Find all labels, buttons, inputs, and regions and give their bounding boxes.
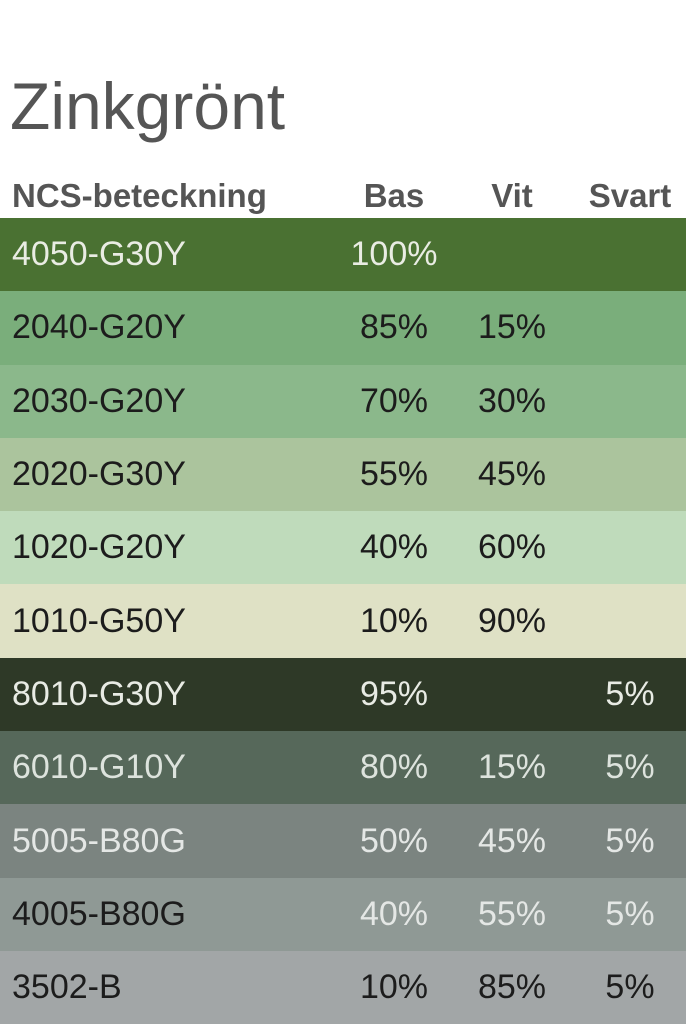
table-row: 4005-B80G 40% 55% 5% [0,877,686,951]
page-title: Zinkgrönt [10,69,286,143]
svart-value: 5% [605,821,655,860]
vit-value: 45% [477,455,547,494]
ncs-code: 1010-G50Y [12,601,186,640]
bas-value: 10% [359,601,429,640]
svart-value [566,218,686,291]
table-header: NCS-beteckning Bas Vit Svart [0,174,686,218]
ncs-code: 4005-B80G [12,894,186,933]
bas-value: 100% [350,235,438,274]
svart-value: 5% [605,968,655,1007]
vit-value [448,658,576,731]
bas-value: 85% [359,308,429,347]
bas-value: 40% [359,528,429,567]
svart-value [566,511,686,584]
svart-value [566,584,686,657]
ncs-code: 2040-G20Y [12,308,186,347]
table-row: 2030-G20Y 70% 30% [0,364,686,438]
vit-value: 60% [477,528,547,567]
header-bas: Bas [363,177,425,214]
bas-value: 50% [359,821,429,860]
vit-value: 15% [477,308,547,347]
table-row: 8010-G30Y 95% 5% [0,657,686,732]
table-row: 2040-G20Y 85% 15% [0,291,686,365]
vit-value: 15% [477,748,547,787]
table-row: 3502-B 10% 85% 5% [0,950,686,1024]
svart-value: 5% [605,748,655,787]
vit-value [448,218,576,291]
table-row: 2020-G30Y 55% 45% [0,437,686,512]
table-row: 6010-G10Y 80% 15% 5% [0,731,686,805]
color-table: 4050-G30Y 100% 2040-G20Y 85% 15% 2030-G20Y 70%… [0,218,686,1024]
bas-value: 95% [359,674,429,713]
svart-value [566,438,686,511]
table-row: 1020-G20Y 40% 60% [0,511,686,585]
bas-value: 40% [359,894,429,933]
header-vit: Vit [491,177,533,214]
header-svart: Svart [588,177,672,214]
vit-value: 55% [477,894,547,933]
ncs-code: 1020-G20Y [12,528,186,567]
bas-value: 80% [359,748,429,787]
bas-value: 70% [359,381,429,420]
svart-value: 5% [605,674,655,713]
ncs-code: 2030-G20Y [12,381,186,420]
table-row: 1010-G50Y 10% 90% [0,584,686,658]
svart-value [566,365,686,438]
table-row: 5005-B80G 50% 45% 5% [0,804,686,878]
vit-value: 85% [477,968,547,1007]
ncs-code: 8010-G30Y [12,674,186,713]
ncs-code: 3502-B [12,968,122,1007]
svart-value [566,291,686,364]
bas-value: 55% [359,455,429,494]
bas-value: 10% [359,968,429,1007]
vit-value: 45% [477,821,547,860]
header-ncs: NCS-beteckning [12,177,267,214]
svart-value: 5% [605,894,655,933]
ncs-code: 5005-B80G [12,821,186,860]
ncs-code: 2020-G30Y [12,455,186,494]
vit-value: 30% [477,381,547,420]
ncs-code: 4050-G30Y [12,235,186,274]
ncs-code: 6010-G10Y [12,748,186,787]
table-row: 4050-G30Y 100% [0,218,686,292]
vit-value: 90% [477,601,547,640]
